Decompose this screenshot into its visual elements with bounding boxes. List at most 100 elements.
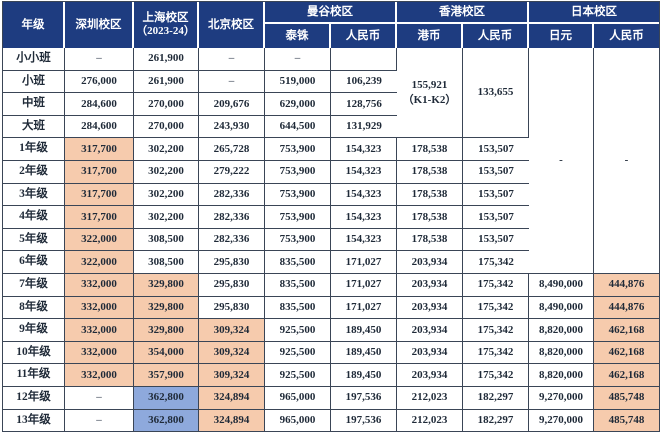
- table-cell: 835,500: [265, 251, 331, 274]
- table-cell: 9,270,000: [529, 386, 594, 410]
- table-cell: 317,700: [65, 138, 134, 161]
- table-cell: 203,934: [397, 364, 463, 387]
- currency-header-hkd: 港币: [397, 24, 463, 48]
- table-cell: 261,900: [134, 70, 199, 94]
- table-row: 1年级 317,700 302,200 265,728 753,900 154,323 17…: [3, 138, 659, 161]
- table-cell: 133,655: [463, 48, 529, 139]
- table-row: 小班 276,000 261,900–519,000 106,239: [3, 70, 659, 94]
- table-cell: 197,536: [331, 409, 397, 432]
- table-row: 12年级 –362,800 324,894 965,000 197,536 212,023…: [3, 386, 659, 410]
- table-row: 3年级 317,700 302,200 282,336 753,900 154,323 17…: [3, 183, 659, 207]
- grade-label: 2年级: [3, 160, 65, 184]
- table-cell: 282,336: [199, 228, 265, 252]
- table-cell: 354,000: [134, 341, 199, 365]
- currency-header-japan-rmb: 人民币: [594, 24, 659, 48]
- table-cell: 302,200: [134, 160, 199, 184]
- table-cell: -: [594, 48, 659, 274]
- table-cell: 322,000: [65, 228, 134, 252]
- grade-label: 小班: [3, 70, 65, 94]
- table-cell: 178,538: [397, 138, 463, 161]
- table-cell: –: [65, 48, 134, 71]
- table-cell: 357,900: [134, 364, 199, 387]
- currency-header-jpy: 日元: [529, 24, 594, 48]
- table-row: 大班 284,600 270,000 243,930 644,500 131,929: [3, 115, 659, 139]
- table-cell: 189,450: [331, 364, 397, 387]
- table-cell: 462,168: [594, 364, 659, 387]
- table-row: 小小班 –261,900– –155,921 （K1-K2） 133,655- -: [3, 48, 659, 274]
- table-cell: 276,000: [65, 70, 134, 94]
- table-cell: 317,700: [65, 183, 134, 207]
- table-cell: 485,748: [594, 386, 659, 410]
- table-cell: 154,323: [331, 138, 397, 161]
- table-cell: 282,336: [199, 183, 265, 207]
- table-cell: 295,830: [199, 296, 265, 320]
- table-cell: 462,168: [594, 319, 659, 342]
- table-cell: 203,934: [397, 341, 463, 365]
- table-cell: 261,900: [134, 48, 199, 71]
- table-cell: 329,800: [134, 296, 199, 320]
- table-cell: 182,297: [463, 386, 529, 410]
- table-cell: –: [199, 48, 265, 71]
- table-cell: 155,921 （K1-K2）: [397, 48, 463, 139]
- campus-header-shanghai-line1: 上海校区: [142, 11, 189, 24]
- table-cell: 485,748: [594, 409, 659, 432]
- table-cell: 444,876: [594, 296, 659, 320]
- table-cell: 8,820,000: [529, 364, 594, 387]
- table-cell: 284,600: [65, 93, 134, 116]
- table-cell: -: [529, 48, 594, 274]
- grade-label: 12年级: [3, 386, 65, 410]
- table-cell: 128,756: [331, 93, 397, 116]
- table-cell: 197,536: [331, 386, 397, 410]
- table-cell: 209,676: [199, 93, 265, 116]
- table-row: 11年级 332,000 357,900 309,324 925,500 189,450 2…: [3, 364, 659, 387]
- table-body: 小小班 –261,900– –155,921 （K1-K2） 133,655- - 小班 2…: [3, 48, 659, 432]
- table-cell: 203,934: [397, 319, 463, 342]
- table-cell: 332,000: [65, 364, 134, 387]
- table-cell: 295,830: [199, 273, 265, 297]
- table-cell: 309,324: [199, 319, 265, 342]
- currency-header-bangkok-rmb: 人民币: [331, 24, 397, 48]
- table-cell: –: [199, 70, 265, 94]
- table-cell: 203,934: [397, 296, 463, 320]
- table-cell: 332,000: [65, 319, 134, 342]
- table-cell: 308,500: [134, 251, 199, 274]
- table-cell: 9,270,000: [529, 409, 594, 432]
- table-header: 年级 深圳校区 上海校区 （2023-24） 北京校区 曼谷校区 香港校区 日本…: [3, 2, 659, 48]
- table-cell: –: [65, 386, 134, 410]
- table-cell: 153,507: [463, 183, 529, 207]
- table-cell: 8,490,000: [529, 296, 594, 320]
- table-cell: 753,900: [265, 160, 331, 184]
- table-cell: 753,900: [265, 183, 331, 207]
- table-cell: 178,538: [397, 228, 463, 252]
- table-cell: 309,324: [199, 341, 265, 365]
- table-cell: 189,450: [331, 341, 397, 365]
- table-cell: 324,894: [199, 409, 265, 432]
- table-row: 8年级 332,000 329,800 295,830 835,500 171,027 20…: [3, 296, 659, 320]
- table-cell: 444,876: [594, 273, 659, 297]
- table-cell: 175,342: [463, 341, 529, 365]
- table-cell: 153,507: [463, 160, 529, 184]
- currency-header-hongkong-rmb: 人民币: [463, 24, 529, 48]
- table-cell: 154,323: [331, 228, 397, 252]
- table-cell: 189,450: [331, 319, 397, 342]
- table-cell: 753,900: [265, 228, 331, 252]
- table-cell: [331, 48, 397, 71]
- table-row: 中班 284,600 270,000 209,676 629,000 128,756: [3, 93, 659, 116]
- table-cell: 178,538: [397, 206, 463, 229]
- table-cell: 270,000: [134, 115, 199, 139]
- grade-label: 7年级: [3, 273, 65, 297]
- grade-label: 8年级: [3, 296, 65, 320]
- table-cell: 965,000: [265, 409, 331, 432]
- table-row: 4年级 317,700 302,200 282,336 753,900 154,323 17…: [3, 206, 659, 229]
- table-cell: 362,800: [134, 386, 199, 410]
- table-cell: 925,500: [265, 364, 331, 387]
- table-cell: 362,800: [134, 409, 199, 432]
- table-cell: 171,027: [331, 273, 397, 297]
- grade-label: 6年级: [3, 251, 65, 274]
- table-row: 7年级 332,000 329,800 295,830 835,500 171,027 20…: [3, 273, 659, 297]
- table-cell: 8,490,000: [529, 273, 594, 297]
- table-cell: 753,900: [265, 138, 331, 161]
- grade-label: 3年级: [3, 183, 65, 207]
- table-cell: 153,507: [463, 228, 529, 252]
- grade-label: 10年级: [3, 341, 65, 365]
